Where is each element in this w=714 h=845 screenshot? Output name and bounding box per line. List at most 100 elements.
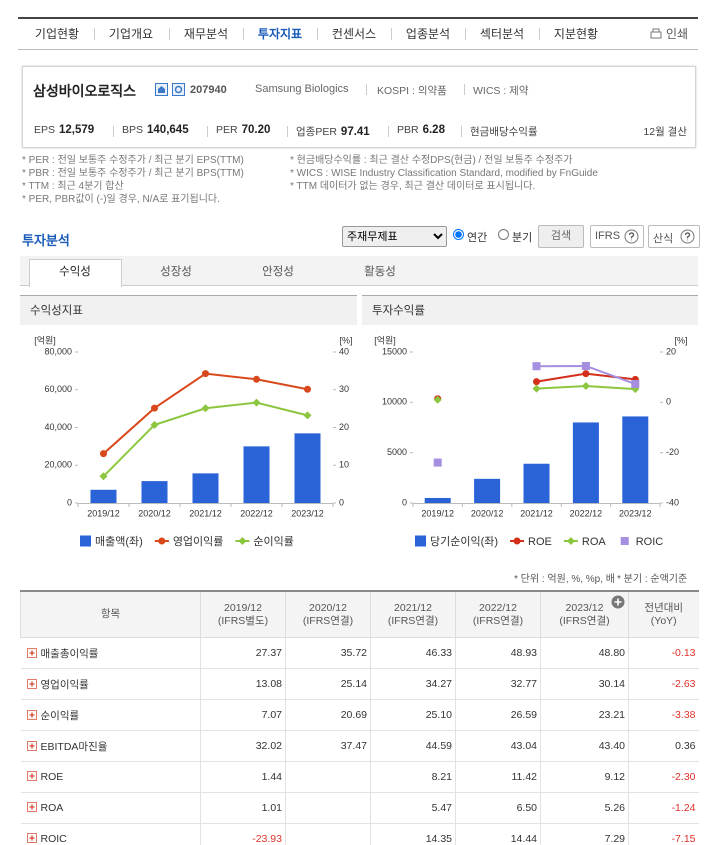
nav-tab[interactable]: 업종분석 [405, 27, 451, 41]
tab[interactable]: 성장성 [160, 266, 192, 278]
nav-tab[interactable]: 재무분석 [183, 27, 229, 41]
bar [622, 416, 649, 503]
note: * TTM : 최근 4분기 합산 [22, 181, 124, 192]
statement-select[interactable]: 주재무제표 [342, 226, 447, 247]
row-expand-plus [29, 773, 34, 779]
note: * PBR : 전일 보통주 수정주가 / 최근 분기 BPS(TTM) [22, 168, 244, 179]
tab[interactable]: 활동성 [364, 266, 396, 278]
y2-axis-unit: [%] [674, 335, 687, 345]
radio-label: 연간 [467, 232, 488, 244]
metric: EPS 12,579 [34, 124, 94, 136]
row-label-cell: 매출총이익률 [20, 637, 201, 669]
x-tick-label: 2020/12 [138, 508, 171, 518]
legend-label: 당기순이익(좌) [430, 535, 498, 548]
help-button-label: IFRS [595, 230, 621, 242]
panel-header [20, 295, 357, 325]
metric: 현금배당수익률 [470, 124, 538, 139]
table-cell: 9.12 [540, 761, 629, 793]
y-tick-label: 10000 [382, 397, 407, 407]
line-marker [252, 398, 261, 407]
row-label-cell: ROA [20, 792, 201, 824]
table-cell: 27.37 [200, 637, 286, 669]
y2-tick-label: -40 [666, 497, 679, 507]
expand-icon[interactable] [611, 595, 625, 609]
row-expand-plus [29, 712, 34, 717]
legend-marker [620, 537, 629, 545]
nav-tab[interactable]: 컨센서스 [331, 27, 377, 41]
header-date: 2022/12 [479, 601, 517, 614]
table-cell: 32.02 [200, 730, 286, 762]
tab[interactable]: 수익성 [59, 266, 91, 278]
company-code: 207940 [190, 84, 227, 96]
y-tick-label: 80,000 [44, 346, 72, 356]
metric-value: 70.20 [241, 124, 271, 136]
table-cell: 20.69 [285, 699, 371, 731]
nav-tab[interactable]: 기업개요 [108, 27, 154, 41]
search-button[interactable]: 검색 [538, 225, 584, 248]
help-button[interactable]: IFRS [590, 225, 644, 248]
metric-label: 업종PER [296, 126, 337, 138]
row-expand-icon[interactable] [26, 709, 37, 720]
table-cell [285, 792, 371, 824]
note: * TTM 데이터가 없는 경우, 최근 결산 데이터로 표시됩니다. [290, 181, 536, 192]
tab[interactable]: 안정성 [262, 266, 294, 278]
table-cell: 48.80 [540, 637, 629, 669]
bar [424, 497, 451, 503]
row-expand-icon[interactable] [26, 678, 37, 689]
row-expand-icon[interactable] [26, 647, 37, 658]
company-icon [172, 83, 185, 96]
header-cell: 2021/12 (IFRS연결) [370, 591, 456, 638]
legend-marker [566, 537, 575, 545]
metric-label: 현금배당수익률 [470, 126, 538, 138]
x-tick-label: 2020/12 [471, 508, 504, 518]
bar [294, 433, 321, 503]
line-marker [99, 472, 108, 481]
yoy-cell: -0.13 [628, 637, 699, 669]
radio[interactable] [453, 229, 464, 240]
row-expand-plus [29, 743, 34, 748]
legend-marker [238, 537, 247, 545]
chart-title: 투자수익률 [372, 304, 425, 317]
table-notes: * 단위 : 억원, %, %p, 배 * 분기 : 순액기준 [20, 570, 698, 584]
table-cell: 7.29 [540, 823, 629, 845]
table-cell: 7.07 [200, 699, 286, 731]
table-cell: 5.47 [370, 792, 456, 824]
table-cell: 30.14 [540, 668, 629, 700]
row-expand-icon[interactable] [26, 740, 37, 751]
legend-label: ROE [528, 536, 552, 548]
tab-active-bg [29, 259, 122, 287]
line-marker [253, 375, 260, 383]
header-cell: 2023/12 (IFRS연결) [540, 591, 629, 638]
row-expand-icon[interactable] [26, 833, 37, 843]
table-cell [285, 823, 371, 845]
x-tick-label: 2023/12 [619, 508, 652, 518]
row-expand-icon[interactable] [26, 771, 37, 781]
nav-tab[interactable]: 지분현황 [553, 27, 599, 41]
y-axis-unit: [억원] [374, 334, 396, 345]
yoy-cell: -1.24 [628, 792, 699, 824]
chart-panel: 투자수익률 [억원] [%] 0 5000 10000 15000 -40 -20 0 20 2019… [362, 295, 698, 548]
print-button[interactable]: 인쇄 [666, 27, 689, 41]
nav-tab[interactable]: 섹터분석 [479, 27, 525, 41]
help-button[interactable]: 산식 [648, 225, 700, 248]
header-yoy: (YoY) [650, 614, 677, 627]
bar [192, 473, 219, 503]
line-marker [433, 395, 442, 404]
table-row: EBITDA마진율 32.02 37.47 44.59 43.04 43.40 0.36 [20, 730, 699, 762]
nav-tab[interactable]: 투자지표 [257, 27, 303, 41]
y2-tick-label: 0 [339, 497, 344, 507]
row-expand-icon[interactable] [26, 802, 37, 812]
chart-title: 수익성지표 [30, 304, 83, 317]
radio[interactable] [498, 229, 509, 240]
help-icon [624, 229, 639, 244]
table-cell: 8.21 [370, 761, 456, 793]
company-market: KOSPI : 의약품 [377, 85, 447, 97]
x-tick-label: 2021/12 [520, 508, 553, 518]
nav-tab[interactable]: 기업현황 [34, 27, 80, 41]
header-date: 2023/12 [565, 601, 604, 614]
note: * PER, PBR값이 (-)일 경우, N/A로 표기됩니다. [22, 194, 220, 205]
row-expand-plus [29, 804, 34, 810]
separator [287, 126, 288, 137]
print-icon [650, 28, 662, 39]
